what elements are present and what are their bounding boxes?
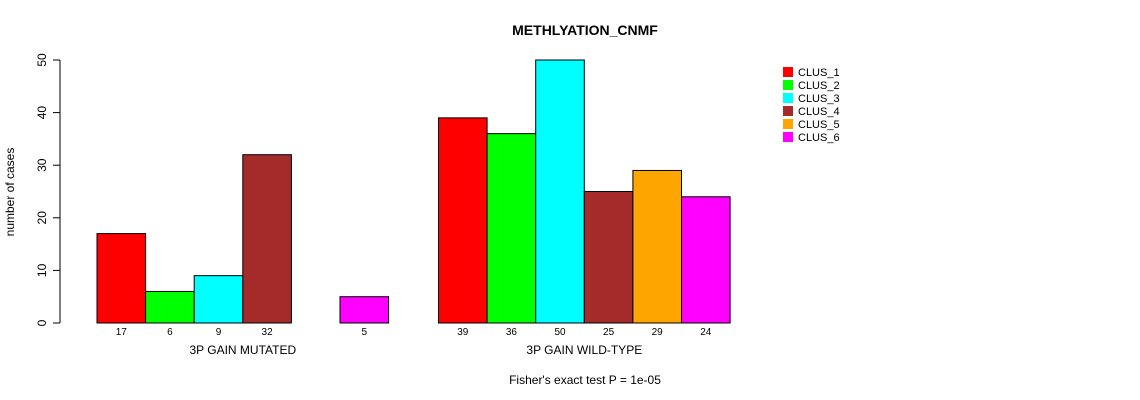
y-tick-label: 0 xyxy=(35,319,49,326)
y-tick-label: 50 xyxy=(35,53,49,67)
y-tick-label: 20 xyxy=(35,211,49,225)
bar-clus-4 xyxy=(583,191,634,324)
fisher-test-footnote: Fisher's exact test P = 1e-05 xyxy=(509,373,661,387)
bar-value-label: 29 xyxy=(652,327,664,338)
bar-clus-6 xyxy=(681,196,731,324)
group-label: 3P GAIN MUTATED xyxy=(189,343,296,357)
legend-label: CLUS_5 xyxy=(798,119,840,131)
legend-label: CLUS_3 xyxy=(798,93,840,105)
legend-swatch xyxy=(783,80,793,90)
legend-label: CLUS_4 xyxy=(798,106,840,118)
legend-label: CLUS_1 xyxy=(798,67,840,79)
group-label: 3P GAIN WILD-TYPE xyxy=(526,343,642,357)
chart-title: METHLYATION_CNMF xyxy=(512,22,658,38)
bar-clus-6 xyxy=(339,296,390,324)
bar-clus-2 xyxy=(486,133,537,324)
bar-value-label: 32 xyxy=(262,327,274,338)
bar-value-label: 24 xyxy=(700,327,712,338)
legend-swatch xyxy=(783,93,793,103)
bar-value-label: 9 xyxy=(216,327,222,338)
y-axis-label: number of cases xyxy=(3,148,17,237)
bar-groups: 17 6 9 32 5 3P GAIN MUTATED 39 36 50 25 29 24 3P GAI… xyxy=(96,59,731,357)
legend-label: CLUS_6 xyxy=(798,132,840,144)
y-tick-label: 30 xyxy=(35,158,49,172)
bar-value-label: 39 xyxy=(457,327,469,338)
bar-clus-5 xyxy=(632,169,683,324)
bar-clus-1 xyxy=(96,233,147,324)
legend-swatch xyxy=(783,67,793,77)
bar-group: 39 36 50 25 29 24 3P GAIN WILD-TYPE xyxy=(438,59,731,357)
bar-clus-1 xyxy=(438,117,488,324)
legend-label: CLUS_2 xyxy=(798,80,840,92)
bar-value-label: 6 xyxy=(167,327,173,338)
y-axis: 0 10 20 30 40 50 xyxy=(35,53,61,326)
bar-value-label: 25 xyxy=(603,327,615,338)
y-tick-label: 10 xyxy=(35,263,49,277)
bar-clus-3 xyxy=(193,275,244,324)
bar-value-label: 17 xyxy=(116,327,128,338)
bar-clus-2 xyxy=(145,290,195,324)
y-tick-label: 40 xyxy=(35,106,49,120)
legend-swatch xyxy=(783,119,793,129)
legend-swatch xyxy=(783,106,793,116)
bar-clus-3 xyxy=(535,59,585,324)
bar-value-label: 36 xyxy=(506,327,518,338)
legend-swatch xyxy=(783,132,793,142)
bar-value-label: 5 xyxy=(362,327,368,338)
bar-group: 17 6 9 32 5 3P GAIN MUTATED xyxy=(96,154,390,357)
bar-value-label: 50 xyxy=(554,327,566,338)
bar-clus-4 xyxy=(242,154,292,324)
